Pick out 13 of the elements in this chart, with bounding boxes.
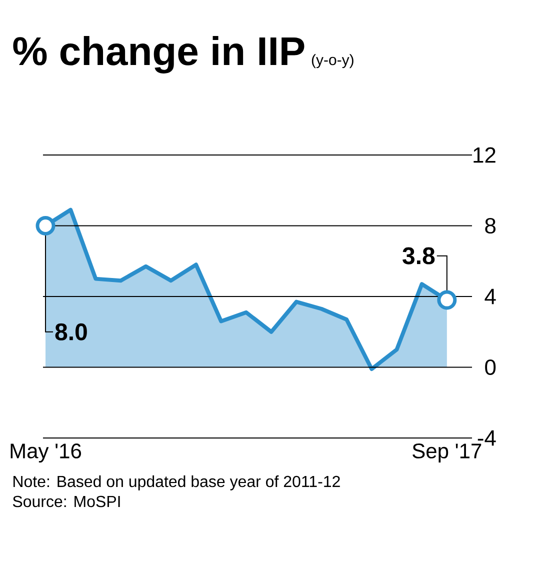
x-tick-label: May '16: [10, 444, 82, 463]
annotation: 3.8: [402, 247, 435, 264]
chart-subtitle: (y-o-y): [312, 54, 354, 68]
y-tick-label: 8: [485, 218, 496, 234]
source-note: Source: MoSPI: [12, 496, 120, 508]
annotation: 8.0: [55, 323, 87, 340]
chart-title: % change in IIP: [13, 36, 304, 74]
y-tick-label: 0: [485, 359, 496, 376]
y-tick-label: 4: [484, 288, 496, 304]
x-tick-label: Sep '17: [412, 444, 482, 463]
text: Note: Based on updated base year of 2011-12: [14, 475, 340, 490]
y-tick-label: -4: [478, 430, 496, 446]
y-tick-label: 12: [474, 147, 496, 163]
